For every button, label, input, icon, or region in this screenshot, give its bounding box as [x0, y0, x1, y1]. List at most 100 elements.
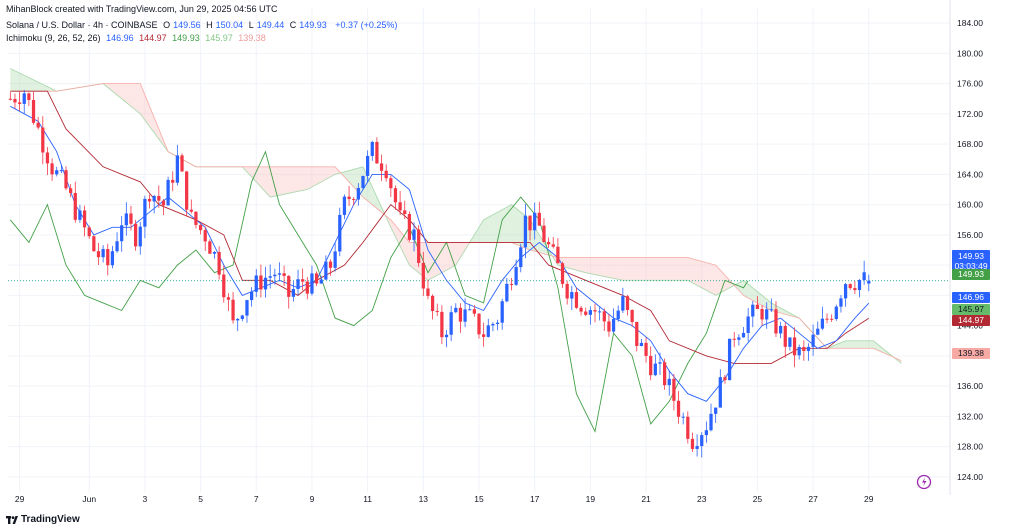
candle-body [78, 210, 82, 220]
cloud-segment [697, 260, 702, 288]
cloud-segment [446, 242, 452, 271]
cloud-segment [38, 82, 43, 92]
cloud-segment [757, 291, 763, 306]
cloud-segment [669, 257, 674, 281]
time-tick-label: 29 [864, 494, 874, 504]
candle-body [816, 328, 820, 335]
candle-body [254, 275, 258, 292]
time-tick-label: 17 [530, 494, 540, 504]
cloud-segment [854, 340, 860, 349]
candle-body [347, 196, 351, 200]
candle-body [41, 127, 45, 153]
cloud-segment [432, 242, 438, 278]
symbol-legend: Solana / U.S. Dollar · 4h · COINBASE O 14… [6, 20, 400, 30]
candle-body [82, 210, 87, 228]
candle-body [115, 241, 119, 252]
candle-body [732, 338, 736, 340]
candle-body [570, 292, 574, 299]
candle-body [676, 400, 681, 417]
candle-body [839, 298, 843, 307]
candle-body [166, 179, 170, 206]
cloud-segment [47, 86, 53, 92]
candle-body [366, 155, 370, 176]
candle-body [746, 316, 750, 333]
lagging-span-line [9, 150, 749, 433]
cloud-segment [873, 340, 879, 351]
candle-body [579, 307, 583, 312]
tradingview-logo[interactable]: TradingView [6, 514, 80, 525]
span-a-value: 145.97 [205, 33, 233, 43]
candle-body [537, 212, 541, 226]
candle-body [727, 338, 732, 381]
candle-body [760, 309, 764, 320]
cloud-segment [864, 340, 869, 349]
candle-body [249, 291, 254, 301]
candle-body [830, 318, 834, 320]
time-axis: 29 Jun 3 5 7 9 11 13 15 17 19 21 23 25 27 29 [15, 494, 874, 504]
candle-body [403, 210, 407, 214]
candle-body [598, 311, 602, 313]
candle-body [417, 229, 421, 263]
candle-body [783, 325, 787, 347]
cloud-segment [427, 242, 433, 281]
cloud-segment [748, 284, 753, 301]
cloud-segment [10, 68, 15, 92]
cloud-segment [372, 186, 377, 209]
candle-body [556, 246, 560, 264]
cloud-segment [344, 170, 350, 182]
candle-body [834, 306, 838, 320]
candle-body [630, 310, 634, 322]
candle-body [625, 296, 630, 311]
cloud-segment [28, 77, 34, 92]
candle-body [440, 311, 444, 338]
cloud-segment [441, 242, 447, 273]
cloud-segment [492, 212, 498, 243]
time-tick-label: 25 [753, 494, 763, 504]
cloud-segment [571, 257, 577, 271]
price-tick-label: 160.00 [957, 200, 983, 210]
cloud-segment [284, 166, 289, 195]
candle-body [426, 288, 430, 296]
cloud-segment [780, 307, 786, 315]
candle-body [843, 284, 848, 299]
cloud-segment [641, 257, 647, 281]
cloud-segment [632, 257, 637, 281]
cloud-segment [246, 166, 252, 177]
candle-body [806, 346, 811, 351]
candle-body [588, 310, 592, 315]
cloud-segment [14, 70, 20, 92]
candle-body [157, 195, 161, 201]
candle-body [449, 312, 453, 335]
candle-body [198, 224, 203, 231]
cloud-segment [687, 257, 693, 283]
candle-body [430, 295, 435, 311]
candle-body [273, 274, 277, 277]
candle-body [769, 309, 773, 311]
cloud-segment [678, 257, 684, 281]
change-value: +0.37 (+0.25%) [335, 20, 398, 30]
candle-body [36, 122, 40, 128]
cloud-segment [135, 83, 141, 114]
candles [8, 89, 871, 458]
cloud-segment [868, 340, 874, 349]
cloud-segment [659, 257, 665, 281]
candle-body [704, 430, 709, 436]
candle-body [690, 438, 695, 449]
candle-body [361, 175, 365, 188]
candle-body [171, 179, 175, 183]
indicator-legend[interactable]: Ichimoku (9, 26, 52, 26) 146.96 144.97 1… [6, 33, 269, 43]
cloud-segment [618, 257, 623, 281]
candle-body [73, 192, 77, 220]
candle-body [282, 273, 286, 276]
replay-icon[interactable] [916, 474, 932, 490]
candle-body [259, 275, 263, 290]
candle-body [495, 322, 500, 325]
candle-body [203, 230, 207, 242]
cloud-segment [353, 168, 359, 193]
candle-body [287, 275, 291, 297]
lagging-value: 149.93 [172, 33, 200, 43]
cloud-segment [144, 94, 150, 127]
candle-body [375, 142, 379, 164]
candle-body [152, 195, 156, 202]
